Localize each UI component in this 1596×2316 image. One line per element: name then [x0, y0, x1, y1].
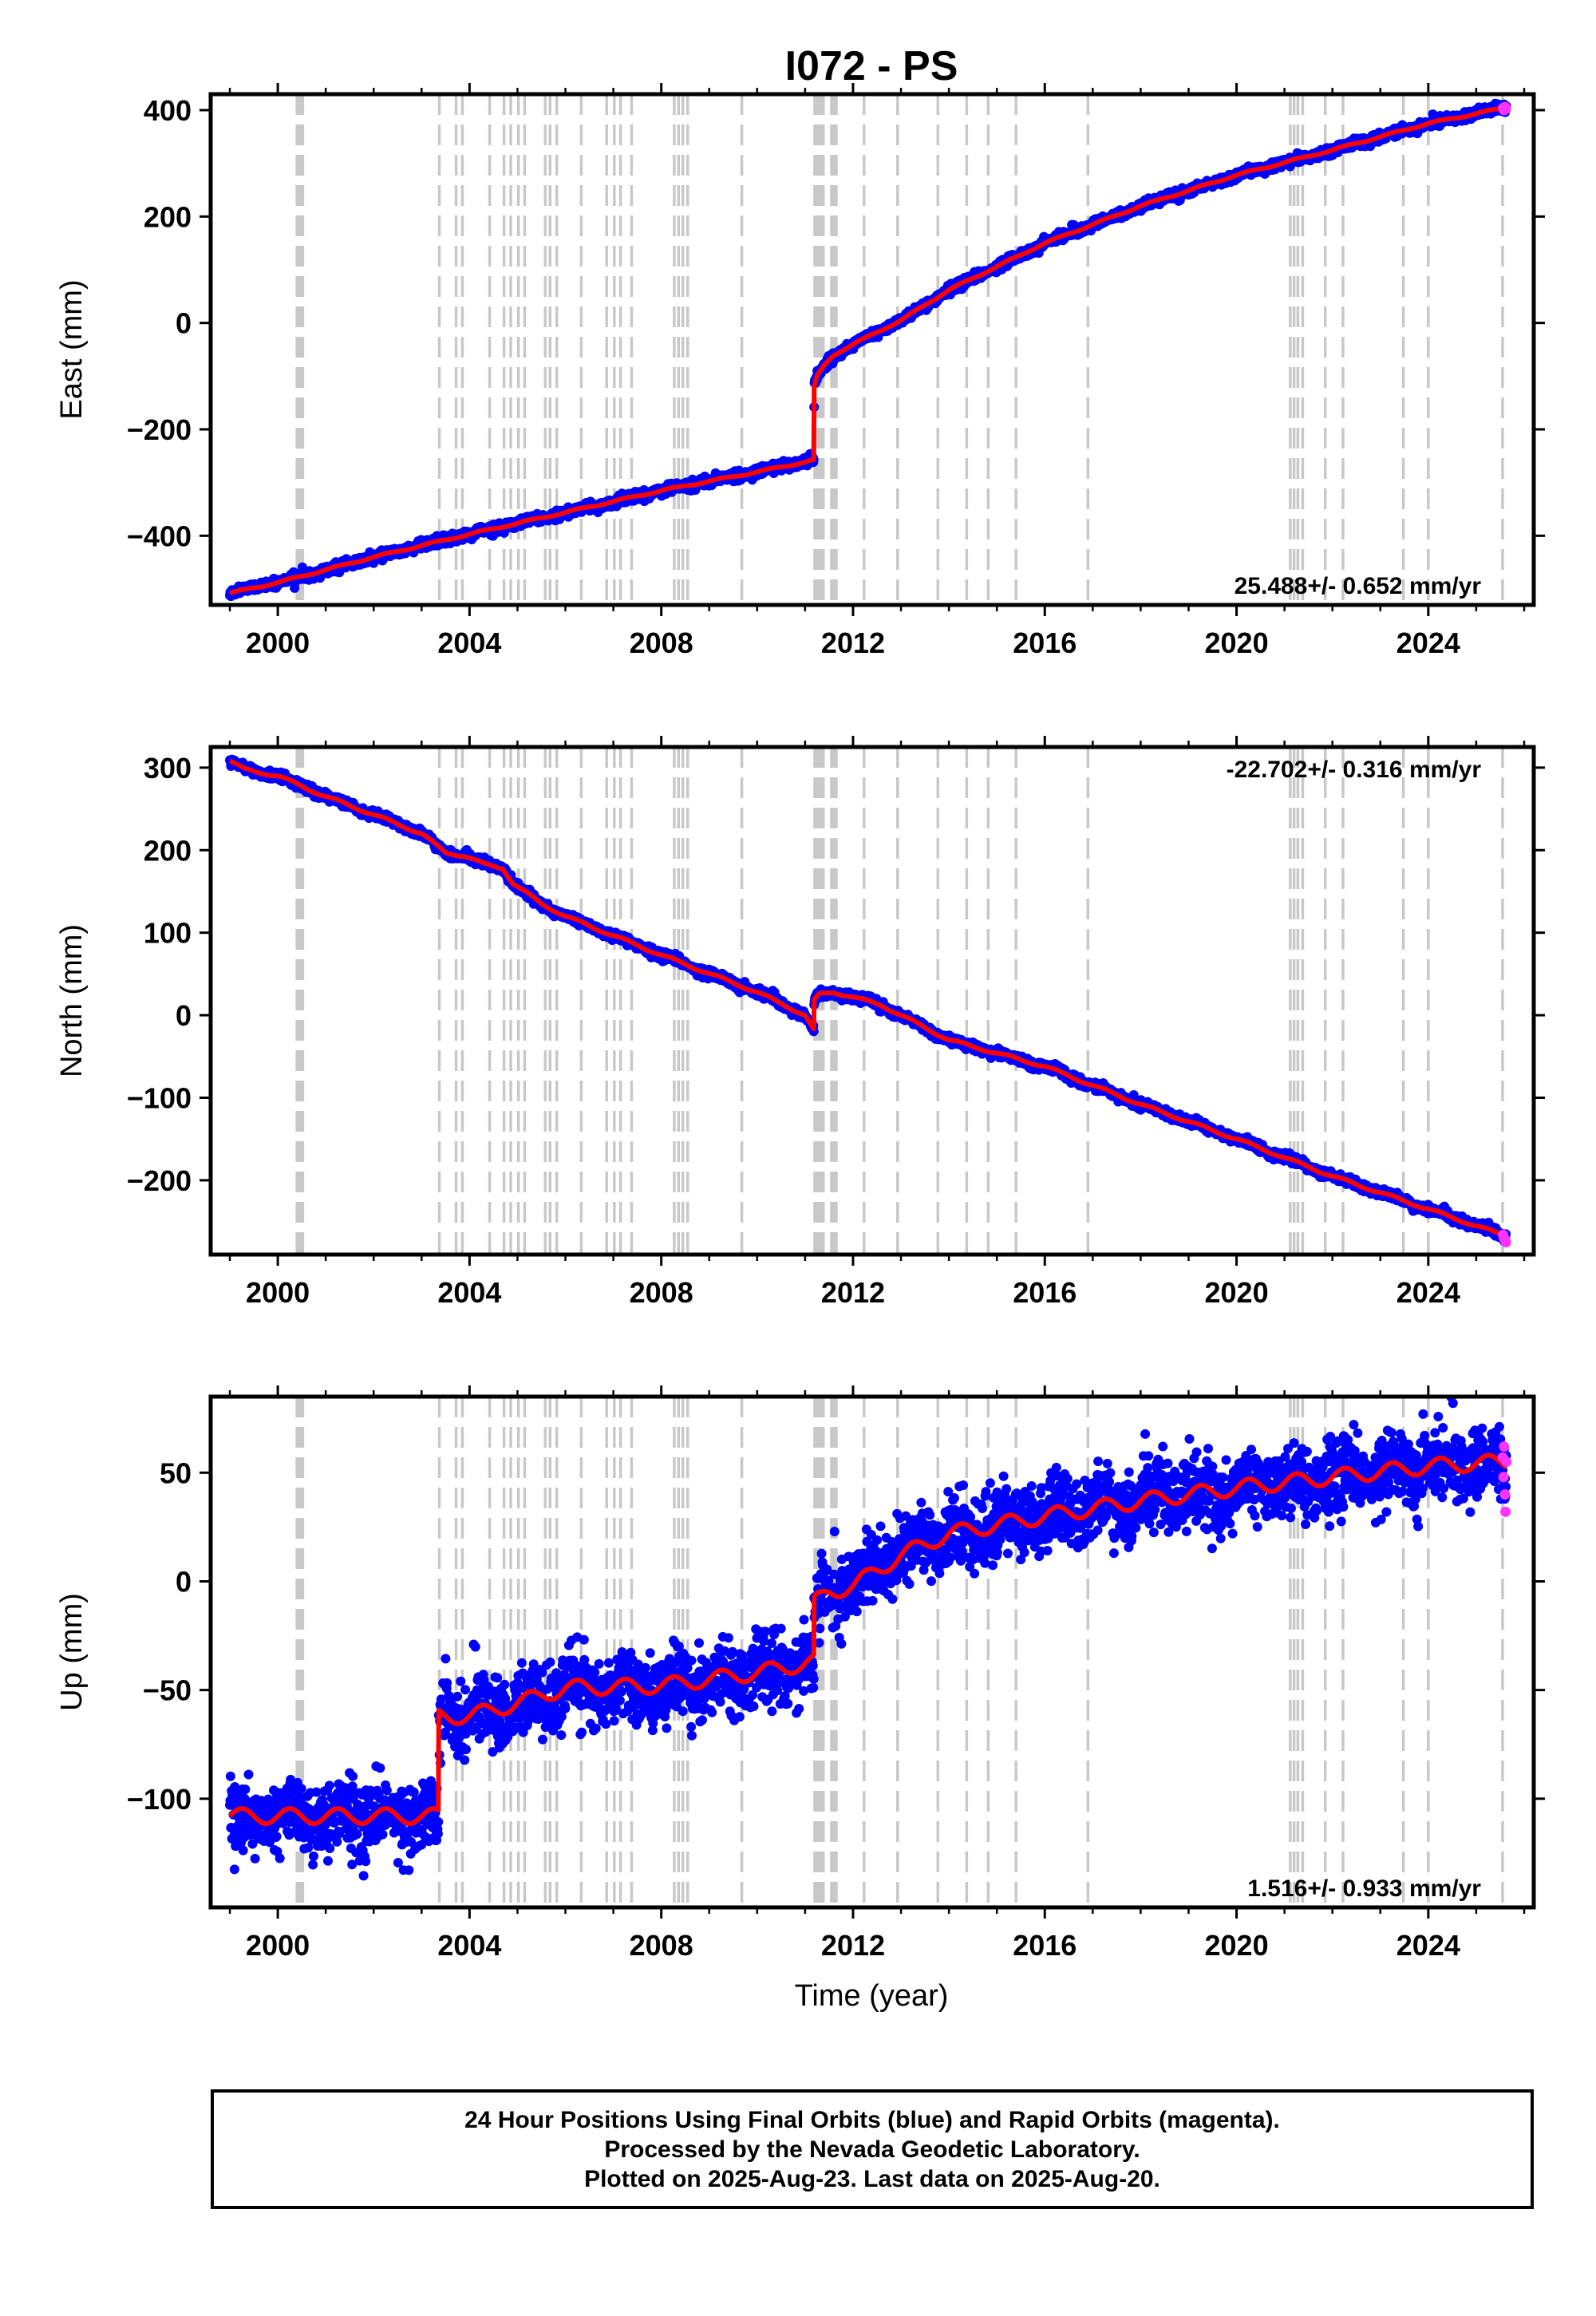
y-tick-label: 200 — [144, 200, 192, 233]
x-tick-label: 2016 — [1013, 626, 1077, 659]
panel-north: 2000 2004 2008 2012 2016 2020 2024−200−1000100… — [55, 736, 1545, 1309]
x-tick-label: 2004 — [437, 626, 501, 659]
y-axis-label: East (mm) — [55, 279, 89, 419]
model-fit-line — [227, 105, 1509, 596]
panels-group: 2000 2004 2008 2012 2016 2020 2024 −400 −200 0 200… — [55, 83, 1545, 1962]
x-tick-label: 2024 — [1396, 626, 1460, 659]
y-tick-label: −400 — [127, 520, 192, 552]
final-orbit-points — [225, 98, 1511, 602]
x-tick-label: 2020 — [1205, 626, 1269, 659]
y-tick-label: −200 — [127, 413, 192, 446]
panel-east: 2000 2004 2008 2012 2016 2020 2024 −400 −200 0 200… — [55, 83, 1545, 659]
panel-plot-area — [225, 747, 1511, 1255]
velocity-rate-label: 25.488+/- 0.652 mm/yr — [1235, 573, 1482, 599]
y-tick-label: 0 — [176, 307, 192, 340]
figure-title: I072 - PS — [785, 43, 958, 89]
event-markers — [295, 94, 1504, 605]
x-tick-label: 2008 — [630, 626, 693, 659]
x-tick-label: 2012 — [821, 626, 885, 659]
rapid-orbit-point — [1500, 104, 1511, 115]
x-tick-label: 2000 — [246, 626, 310, 659]
y-tick-label: 400 — [144, 94, 192, 127]
panel-plot-area — [225, 94, 1511, 605]
panel-frame — [208, 92, 1536, 607]
x-axis-label: Time (year) — [795, 1979, 949, 2013]
